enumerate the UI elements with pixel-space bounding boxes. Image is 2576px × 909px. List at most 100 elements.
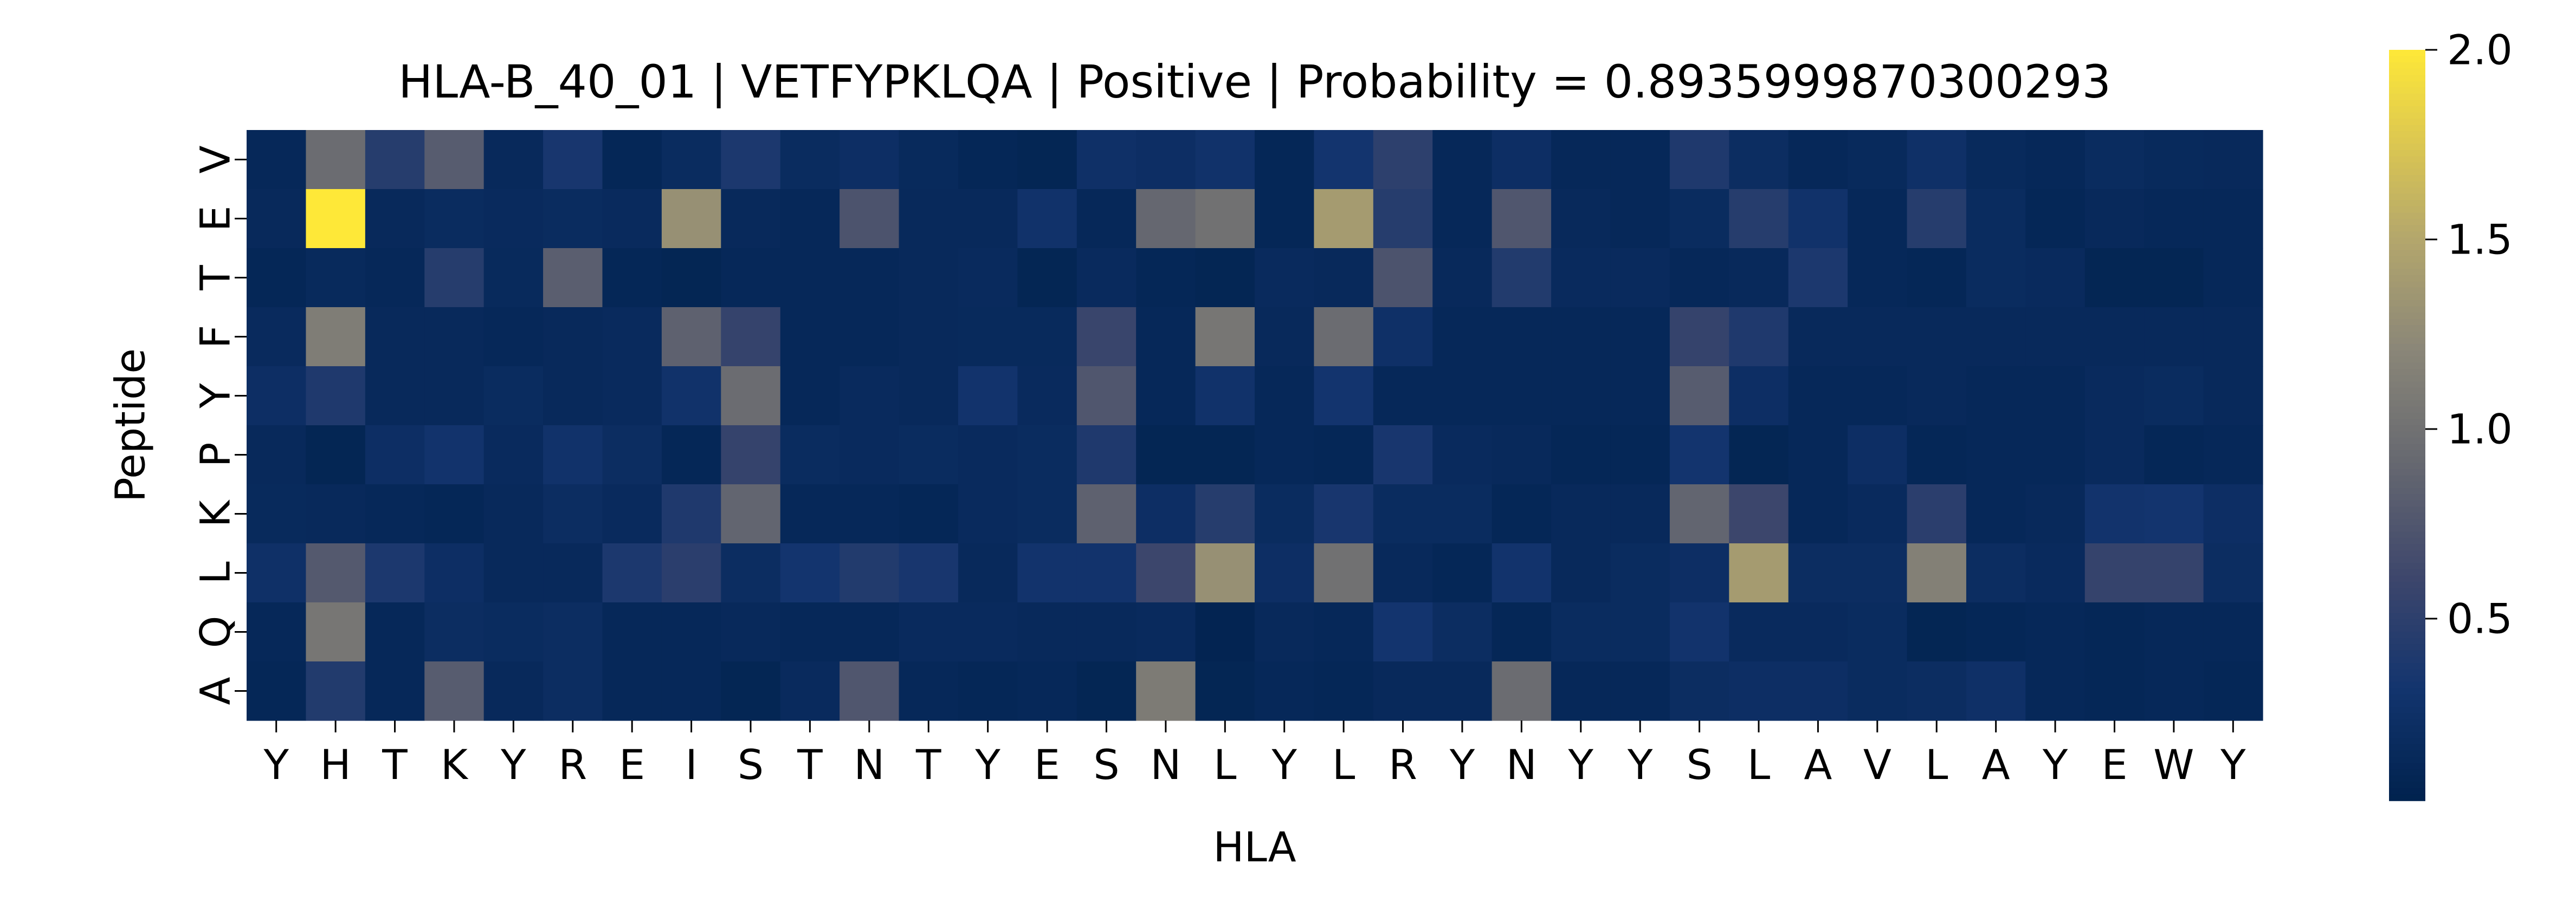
heatmap-cell bbox=[1848, 425, 1908, 485]
heatmap-cell bbox=[1669, 189, 1729, 249]
x-tick-label: R bbox=[558, 741, 587, 789]
heatmap-cell bbox=[1610, 602, 1670, 662]
heatmap-cell bbox=[1669, 543, 1729, 603]
heatmap-cell bbox=[2025, 307, 2086, 367]
heatmap-cell bbox=[1492, 307, 1552, 367]
y-tick-label: V bbox=[191, 146, 240, 174]
colorbar-segment bbox=[2389, 638, 2425, 645]
heatmap-cell bbox=[2084, 248, 2145, 308]
colorbar-tick-label: 2.0 bbox=[2447, 26, 2513, 74]
colorbar-segment bbox=[2389, 168, 2425, 176]
heatmap-cell bbox=[1610, 307, 1670, 367]
heatmap-cell bbox=[365, 248, 425, 308]
heatmap-cell bbox=[2084, 366, 2145, 426]
heatmap-cell bbox=[543, 189, 603, 249]
heatmap-cell bbox=[1907, 425, 1967, 485]
heatmap-cell bbox=[1195, 602, 1255, 662]
heatmap-cell bbox=[543, 484, 603, 544]
heatmap-cell bbox=[840, 661, 900, 721]
colorbar-segment bbox=[2389, 150, 2425, 157]
heatmap-cell bbox=[1848, 307, 1908, 367]
heatmap-cell bbox=[543, 602, 603, 662]
colorbar-segment bbox=[2389, 688, 2425, 695]
colorbar-segment bbox=[2389, 788, 2425, 795]
x-tick-label: N bbox=[1150, 741, 1181, 789]
heatmap-cell bbox=[2084, 602, 2145, 662]
y-tick-label: E bbox=[191, 205, 240, 231]
heatmap-cell bbox=[840, 307, 900, 367]
colorbar-segment bbox=[2389, 275, 2425, 282]
colorbar-segment bbox=[2389, 256, 2425, 263]
colorbar-segment bbox=[2389, 218, 2425, 226]
heatmap-cell bbox=[721, 661, 781, 721]
heatmap-cell bbox=[1551, 484, 1611, 544]
heatmap-cell bbox=[899, 248, 959, 308]
x-tick-label: I bbox=[685, 741, 697, 789]
heatmap-cell bbox=[2203, 484, 2263, 544]
colorbar-segment bbox=[2389, 356, 2425, 363]
colorbar-segment bbox=[2389, 412, 2425, 420]
heatmap-cell bbox=[958, 248, 1018, 308]
heatmap-cell bbox=[2203, 543, 2263, 603]
x-tick-label: Y bbox=[263, 741, 289, 789]
heatmap-cell bbox=[1966, 484, 2026, 544]
colorbar-segment bbox=[2389, 700, 2425, 707]
colorbar-segment bbox=[2389, 394, 2425, 401]
colorbar-segment bbox=[2389, 244, 2425, 251]
colorbar-segment bbox=[2389, 387, 2425, 395]
heatmap-cell bbox=[1314, 543, 1374, 603]
heatmap-cell bbox=[721, 543, 781, 603]
heatmap-cell bbox=[1788, 543, 1848, 603]
heatmap-cell bbox=[1492, 543, 1552, 603]
colorbar-segment bbox=[2389, 663, 2425, 670]
x-tick-label: S bbox=[1093, 741, 1119, 789]
heatmap-cell bbox=[2144, 248, 2204, 308]
heatmap-cell bbox=[1314, 425, 1374, 485]
heatmap-cell bbox=[1907, 602, 1967, 662]
heatmap-cell bbox=[1432, 307, 1493, 367]
colorbar-segment bbox=[2389, 406, 2425, 413]
colorbar-segment bbox=[2389, 400, 2425, 407]
heatmap-cell bbox=[424, 248, 485, 308]
heatmap-cell bbox=[1017, 602, 1077, 662]
heatmap-cell bbox=[1136, 602, 1196, 662]
heatmap-cell bbox=[1492, 248, 1552, 308]
heatmap-cell bbox=[247, 425, 307, 485]
heatmap-cell bbox=[365, 602, 425, 662]
colorbar-segment bbox=[2389, 500, 2425, 507]
heatmap-cell bbox=[721, 248, 781, 308]
heatmap-cell bbox=[2025, 661, 2086, 721]
colorbar-segment bbox=[2389, 525, 2425, 533]
colorbar-segment bbox=[2389, 419, 2425, 426]
heatmap-cell bbox=[1551, 189, 1611, 249]
colorbar-segment bbox=[2389, 632, 2425, 639]
heatmap-cell bbox=[1610, 130, 1670, 190]
heatmap-cell bbox=[1076, 248, 1137, 308]
x-tick-label: R bbox=[1389, 741, 1417, 789]
colorbar-segment bbox=[2389, 337, 2425, 345]
heatmap-cell bbox=[1373, 661, 1433, 721]
heatmap-cell bbox=[1551, 307, 1611, 367]
heatmap-cell bbox=[1373, 366, 1433, 426]
colorbar-segment bbox=[2389, 657, 2425, 664]
heatmap-cell bbox=[424, 425, 485, 485]
heatmap-cell bbox=[306, 543, 366, 603]
colorbar-segment bbox=[2389, 706, 2425, 714]
heatmap-cell bbox=[1136, 425, 1196, 485]
heatmap-cell bbox=[1729, 307, 1789, 367]
heatmap-cell bbox=[958, 602, 1018, 662]
colorbar-segment bbox=[2389, 425, 2425, 432]
heatmap-cell bbox=[1610, 189, 1670, 249]
heatmap-cell bbox=[1255, 189, 1315, 249]
colorbar-segment bbox=[2389, 181, 2425, 188]
heatmap-cell bbox=[483, 189, 544, 249]
heatmap-cell bbox=[661, 130, 721, 190]
heatmap-cell bbox=[1255, 543, 1315, 603]
y-tick-label: A bbox=[191, 677, 240, 705]
heatmap-cell bbox=[1432, 189, 1493, 249]
heatmap-cell bbox=[1314, 130, 1374, 190]
heatmap-cell bbox=[1255, 307, 1315, 367]
heatmap-cell bbox=[2144, 189, 2204, 249]
colorbar-segment bbox=[2389, 744, 2425, 751]
heatmap-cell bbox=[543, 307, 603, 367]
